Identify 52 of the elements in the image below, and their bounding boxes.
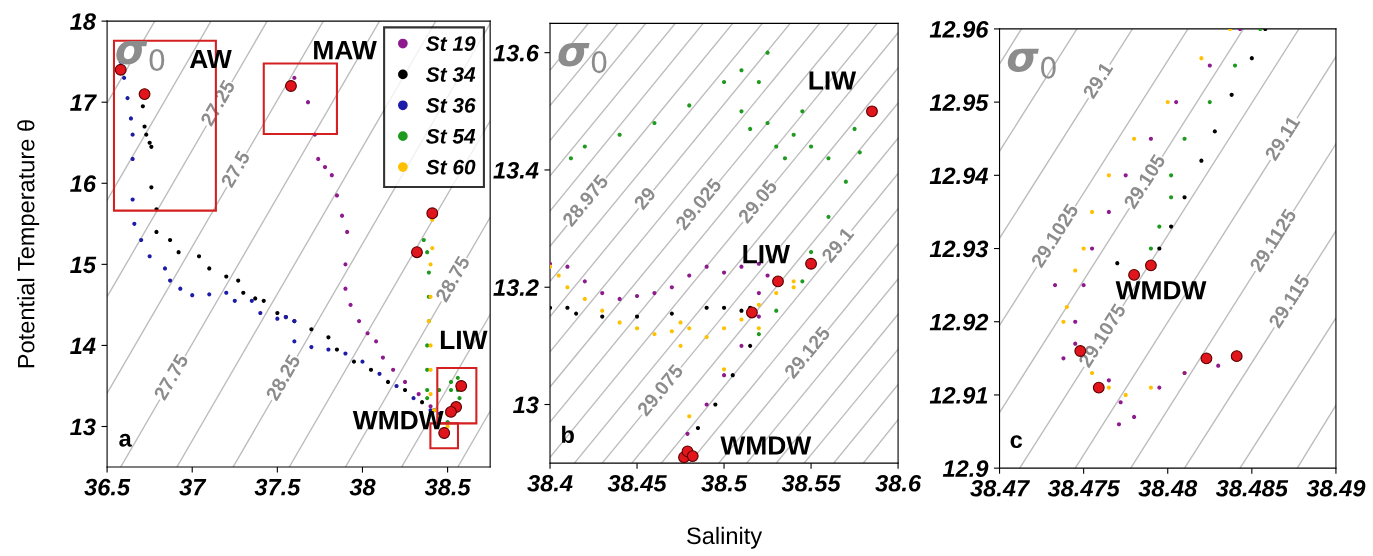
- x-tick-label: 36.5: [84, 478, 131, 496]
- y-tick-label: 13.4: [493, 162, 539, 179]
- annotation: a: [119, 433, 132, 447]
- legend-label: St 60: [426, 159, 476, 175]
- y-tick-label: 14: [70, 337, 96, 354]
- annotation: WMDW: [720, 436, 812, 455]
- x-tick-label: 38.47: [970, 479, 1031, 497]
- y-tick-label: 12.91: [929, 387, 988, 404]
- y-tick-label: 16: [70, 175, 97, 193]
- annotation: LIW: [440, 330, 488, 350]
- x-axis-title: Salinity: [687, 526, 763, 549]
- x-tick-label: 38.5: [701, 474, 748, 492]
- annotation: b: [562, 425, 574, 444]
- y-tick-label: 13: [513, 396, 539, 414]
- y-tick-label: 12.95: [929, 94, 989, 111]
- annotation: σ$_{0}$: [116, 41, 165, 72]
- y-tick-label: 13: [70, 418, 96, 436]
- legend-label: St 19: [426, 36, 476, 52]
- annotation: MAW: [314, 41, 377, 60]
- y-tick-label: 13.6: [493, 44, 540, 62]
- x-tick-label: 38.49: [1306, 479, 1366, 497]
- x-tick-label: 38.6: [875, 474, 922, 492]
- y-tick-label: 17: [70, 94, 97, 111]
- y-tick-label: 18: [70, 13, 96, 30]
- x-tick-label: 38.475: [1047, 479, 1121, 497]
- annotation: σ$_{0}$: [558, 43, 607, 74]
- x-tick-label: 37: [179, 478, 207, 496]
- y-tick-label: 12.96: [929, 20, 989, 38]
- y-tick-label: 12.92: [929, 313, 989, 331]
- text: 29: [633, 186, 657, 211]
- x-tick-label: 38.45: [607, 474, 667, 492]
- x-tick-label: 38.5: [424, 478, 471, 496]
- annotation: c: [1010, 435, 1023, 449]
- x-tick-label: 38: [349, 478, 376, 496]
- legend-label: St 54: [426, 128, 476, 144]
- y-tick-label: 12.9: [942, 460, 989, 477]
- annotation: σ$_{0}$: [1007, 48, 1056, 79]
- y-tick-label: 12.94: [929, 167, 989, 185]
- x-tick-label: 38.485: [1215, 479, 1289, 497]
- y-axis-title: Potential Temperature θ: [17, 120, 40, 368]
- y-tick-label: 15: [70, 256, 97, 274]
- x-tick-label: 38.48: [1138, 479, 1198, 497]
- annotation: LIW: [809, 71, 857, 90]
- legend-label: St 34: [426, 67, 476, 82]
- annotation: WMDW: [1115, 281, 1207, 300]
- y-tick-label: 12.93: [929, 240, 989, 258]
- y-tick-label: 13.2: [493, 279, 539, 297]
- x-tick-label: 37.5: [254, 478, 301, 496]
- x-tick-label: 38.55: [781, 474, 841, 492]
- annotation: LIW: [743, 245, 790, 264]
- x-tick-label: 38.4: [527, 474, 573, 492]
- legend-label: St 36: [426, 98, 476, 113]
